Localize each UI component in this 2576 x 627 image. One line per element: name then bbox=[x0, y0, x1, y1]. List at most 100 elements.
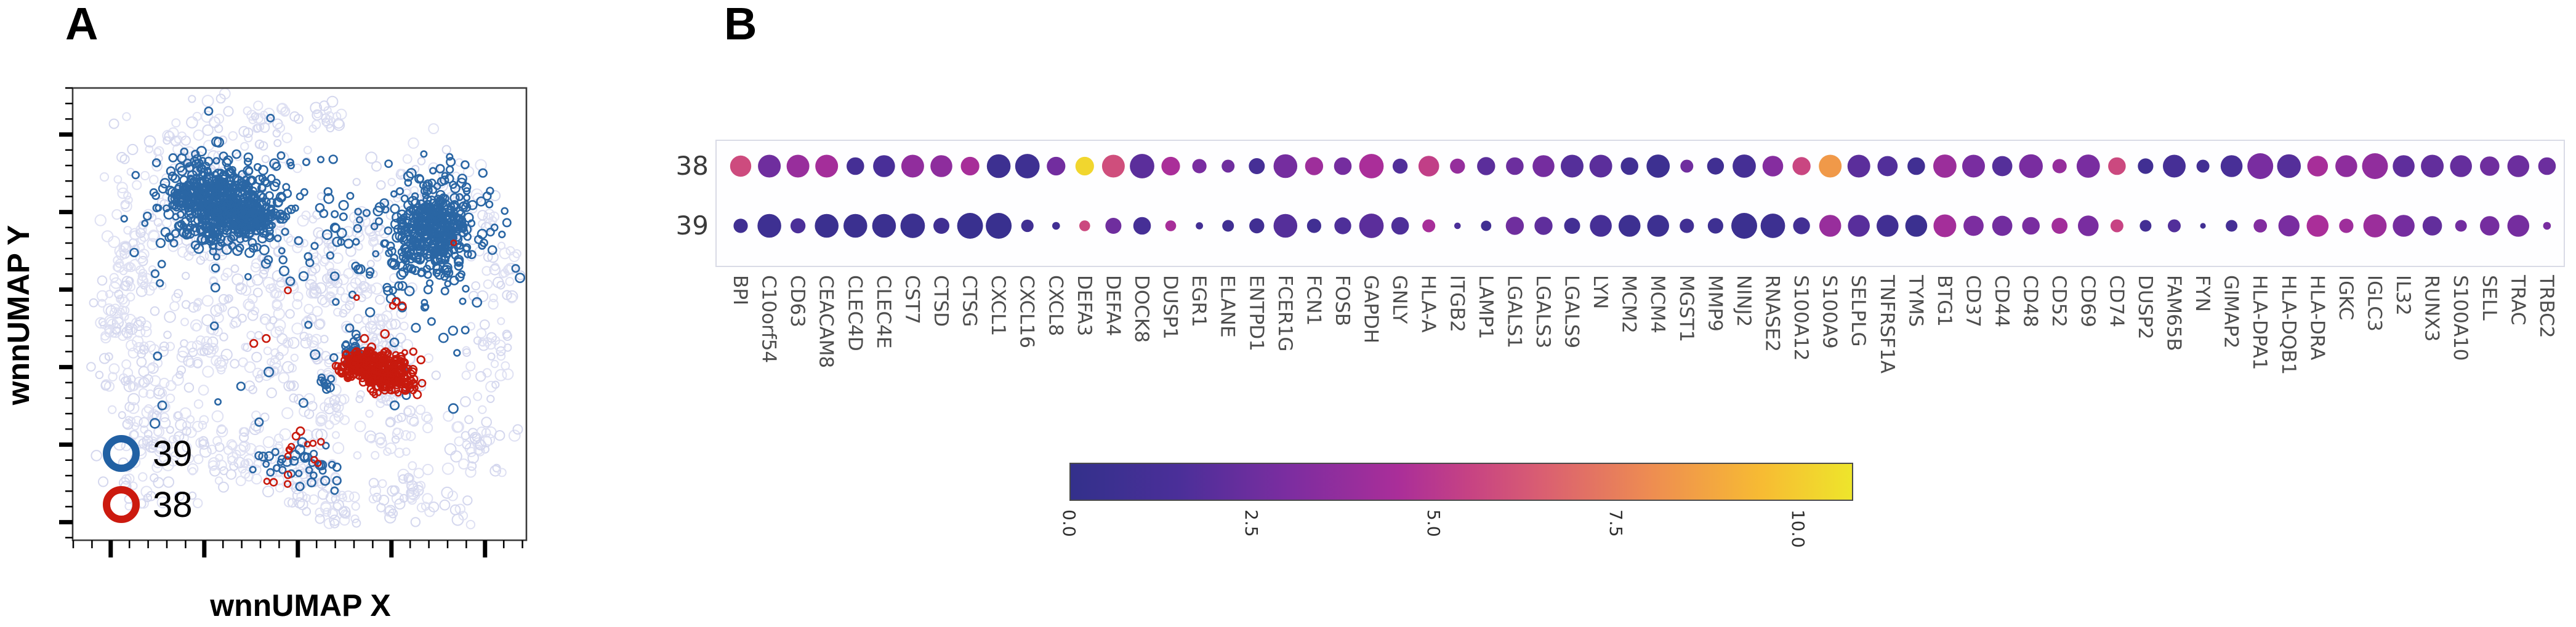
expression-dot-39-CTSD bbox=[933, 218, 949, 234]
gene-label: DEFA3 bbox=[1073, 275, 1095, 336]
expression-dot-39-FCER1G bbox=[1273, 214, 1298, 238]
panel-a-letter: A bbox=[65, 0, 99, 49]
expression-dot-39-GIMAP2 bbox=[2226, 220, 2238, 232]
expression-dot-39-CTSG bbox=[957, 213, 983, 239]
gene-label: ELANE bbox=[1217, 275, 1239, 338]
expression-dot-38-RUNX3 bbox=[2421, 154, 2444, 178]
gene-label: FAM65B bbox=[2163, 275, 2185, 351]
gene-label: CTSD bbox=[930, 275, 952, 327]
expression-dot-38-SELPLG bbox=[1847, 154, 1870, 178]
gene-label: HLA-DRA bbox=[2306, 275, 2328, 360]
expression-dot-39-TRAC bbox=[2507, 215, 2530, 237]
gene-label: CD74 bbox=[2105, 275, 2127, 327]
expression-dot-39-MMP9 bbox=[1707, 218, 1723, 234]
expression-dot-39-SELL bbox=[2480, 216, 2500, 236]
expression-dot-39-RNASE2 bbox=[1760, 214, 1785, 238]
expression-dot-38-S100A12 bbox=[1792, 157, 1811, 175]
gene-label: MMP9 bbox=[1704, 275, 1726, 332]
expression-dot-39-C10orf54 bbox=[757, 214, 781, 238]
expression-dot-39-IL32 bbox=[2393, 215, 2415, 237]
expression-dot-39-LGALS9 bbox=[1564, 218, 1580, 234]
expression-dot-38-FCER1G bbox=[1273, 154, 1298, 178]
expression-dot-39-RUNX3 bbox=[2422, 216, 2442, 236]
gene-label: FCER1G bbox=[1274, 275, 1296, 351]
expression-dot-38-HLA-DRA bbox=[2307, 156, 2328, 177]
expression-dot-38-RNASE2 bbox=[1762, 156, 1784, 177]
gene-label: BPI bbox=[729, 275, 751, 305]
expression-dot-38-DUSP1 bbox=[1161, 156, 1180, 176]
expression-dot-38-ITGB2 bbox=[1450, 158, 1465, 174]
expression-dot-39-CLEC4D bbox=[843, 214, 867, 238]
expression-dot-38-C10orf54 bbox=[758, 154, 781, 178]
expression-dot-38-CXCL8 bbox=[1047, 156, 1066, 176]
gene-label: CD48 bbox=[2019, 275, 2042, 327]
gene-label: SELL bbox=[2478, 275, 2500, 321]
expression-dot-39-CD69 bbox=[2078, 215, 2099, 236]
expression-dot-39-GAPDH bbox=[1359, 214, 1384, 238]
gene-label: CD44 bbox=[1990, 275, 2013, 327]
gene-label: HLA-A bbox=[1417, 275, 1439, 333]
expression-dot-39-EGR1 bbox=[1196, 222, 1203, 230]
gene-label: LGALS3 bbox=[1532, 275, 1554, 348]
gene-label: CD37 bbox=[1962, 275, 1984, 327]
expression-dot-38-IGKC bbox=[2335, 155, 2357, 177]
gene-label: FOSB bbox=[1331, 275, 1353, 326]
gene-label: TYMS bbox=[1904, 274, 1926, 327]
expression-dot-38-BPI bbox=[730, 155, 752, 177]
gene-label: LGALS9 bbox=[1561, 275, 1583, 348]
expression-colorbar bbox=[1069, 463, 1853, 501]
gene-label: CLEC4D bbox=[843, 275, 866, 351]
expression-dot-38-ENTPD1 bbox=[1249, 158, 1265, 174]
gene-label: DEFA4 bbox=[1101, 275, 1124, 336]
expression-dot-38-CTSG bbox=[960, 156, 980, 176]
gene-label: CD69 bbox=[2077, 275, 2099, 327]
gene-label: FYN bbox=[2191, 275, 2213, 312]
panel-b-letter: B bbox=[724, 0, 757, 49]
umap-y-ticks bbox=[59, 87, 73, 539]
expression-dot-39-TYMS bbox=[1905, 215, 1928, 237]
expression-dot-38-MGST1 bbox=[1680, 159, 1694, 173]
expression-dot-39-CD44 bbox=[1992, 215, 2013, 236]
gene-label: TRBC2 bbox=[2535, 274, 2558, 338]
expression-dot-38-NINJ2 bbox=[1733, 154, 1756, 178]
colorbar-tick-0.0: 0.0 bbox=[1059, 509, 1079, 537]
expression-dot-39-ENTPD1 bbox=[1249, 218, 1265, 234]
gene-label: HLA-DPA1 bbox=[2248, 275, 2271, 370]
expression-dot-38-TYMS bbox=[1907, 157, 1925, 175]
expression-dot-38-CLEC4D bbox=[847, 157, 864, 175]
expression-dot-38-DEFA3 bbox=[1075, 156, 1094, 176]
gene-label: LYN bbox=[1589, 275, 1611, 309]
expression-dot-38-GAPDH bbox=[1359, 154, 1384, 178]
expression-dot-39-GNLY bbox=[1391, 217, 1409, 235]
expression-dot-38-CXCL1 bbox=[986, 154, 1011, 178]
gene-label: CXCL1 bbox=[987, 275, 1009, 336]
expression-dot-38-LGALS9 bbox=[1561, 154, 1584, 178]
expression-dot-38-CD74 bbox=[2108, 157, 2126, 175]
gene-label: IGKC bbox=[2335, 275, 2357, 320]
gene-label: DUSP1 bbox=[1159, 275, 1181, 340]
expression-dot-39-HLA-A bbox=[1422, 219, 1436, 233]
gene-label: CST7 bbox=[901, 275, 923, 324]
expression-dot-39-HLA-DRA bbox=[2306, 215, 2329, 237]
expression-dot-38-MCM4 bbox=[1646, 154, 1670, 178]
gene-label: GAPDH bbox=[1360, 275, 1382, 343]
expression-dot-39-SELPLG bbox=[1848, 215, 1870, 237]
expression-dot-39-FYN bbox=[2200, 223, 2206, 229]
gene-label: CXCL8 bbox=[1044, 275, 1066, 336]
expression-dot-38-IL32 bbox=[2393, 155, 2415, 177]
expression-dot-39-BPI bbox=[733, 218, 748, 233]
expression-dot-38-CD69 bbox=[2076, 154, 2100, 178]
gene-label: GIMAP2 bbox=[2220, 275, 2242, 349]
gene-label: CTSG bbox=[959, 275, 981, 327]
expression-dot-38-TNFRSF1A bbox=[1877, 156, 1898, 177]
expression-dot-39-LGALS3 bbox=[1534, 217, 1553, 235]
expression-dot-39-LGALS1 bbox=[1505, 217, 1524, 235]
colorbar-tick-5.0: 5.0 bbox=[1423, 509, 1444, 537]
expression-dot-39-LAMP1 bbox=[1481, 220, 1492, 231]
legend-ring-38 bbox=[103, 486, 140, 523]
expression-dot-39-HLA-DQB1 bbox=[2278, 215, 2300, 237]
expression-dot-39-MCM4 bbox=[1647, 215, 1669, 237]
gene-label: MCM2 bbox=[1618, 275, 1640, 333]
